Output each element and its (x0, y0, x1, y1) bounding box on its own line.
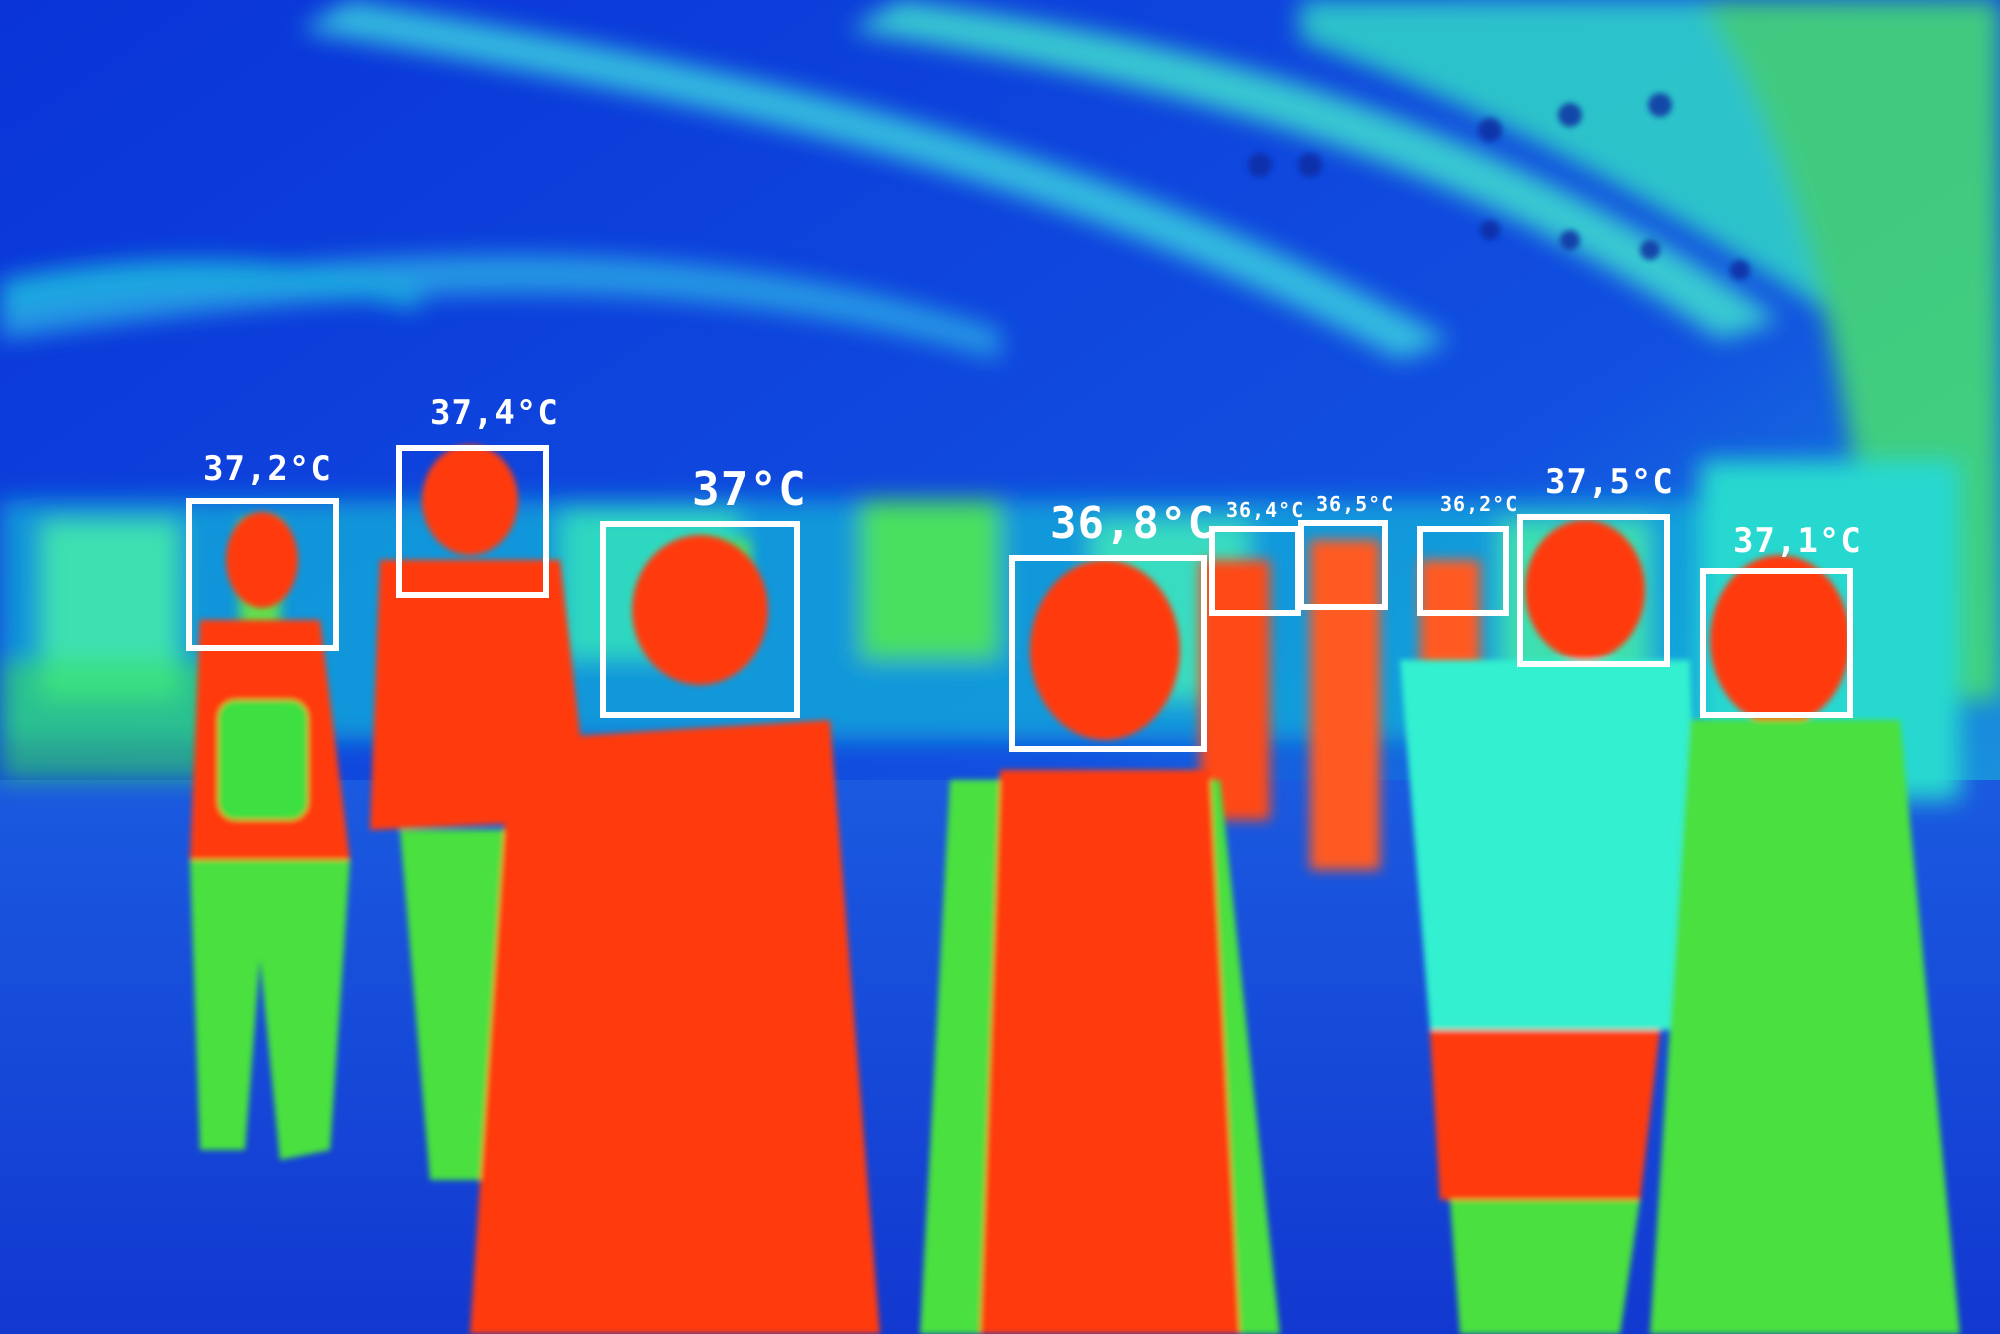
temperature-label: 37,4°C (430, 393, 559, 433)
ceiling-lights (1248, 93, 1750, 280)
face-detection-box (1700, 568, 1853, 718)
face-detection-box (1209, 526, 1301, 616)
face-detection-box (396, 445, 549, 598)
temperature-label: 36,5°C (1316, 492, 1395, 516)
temperature-label: 37,5°C (1545, 462, 1674, 502)
face-detection-box (186, 498, 339, 651)
temperature-label: 37,1°C (1733, 521, 1862, 561)
face-detection-box (600, 521, 800, 718)
temperature-label: 36,4°C (1226, 498, 1305, 522)
temperature-label: 36,8°C (1050, 498, 1215, 549)
face-detection-box (1298, 520, 1388, 610)
face-detection-box (1517, 514, 1670, 667)
people (190, 445, 1960, 1334)
face-detection-box (1417, 526, 1509, 616)
temperature-label: 37°C (692, 462, 807, 516)
temperature-label: 37,2°C (203, 449, 332, 489)
face-detection-box (1009, 555, 1207, 752)
temperature-label: 36,2°C (1440, 492, 1519, 516)
